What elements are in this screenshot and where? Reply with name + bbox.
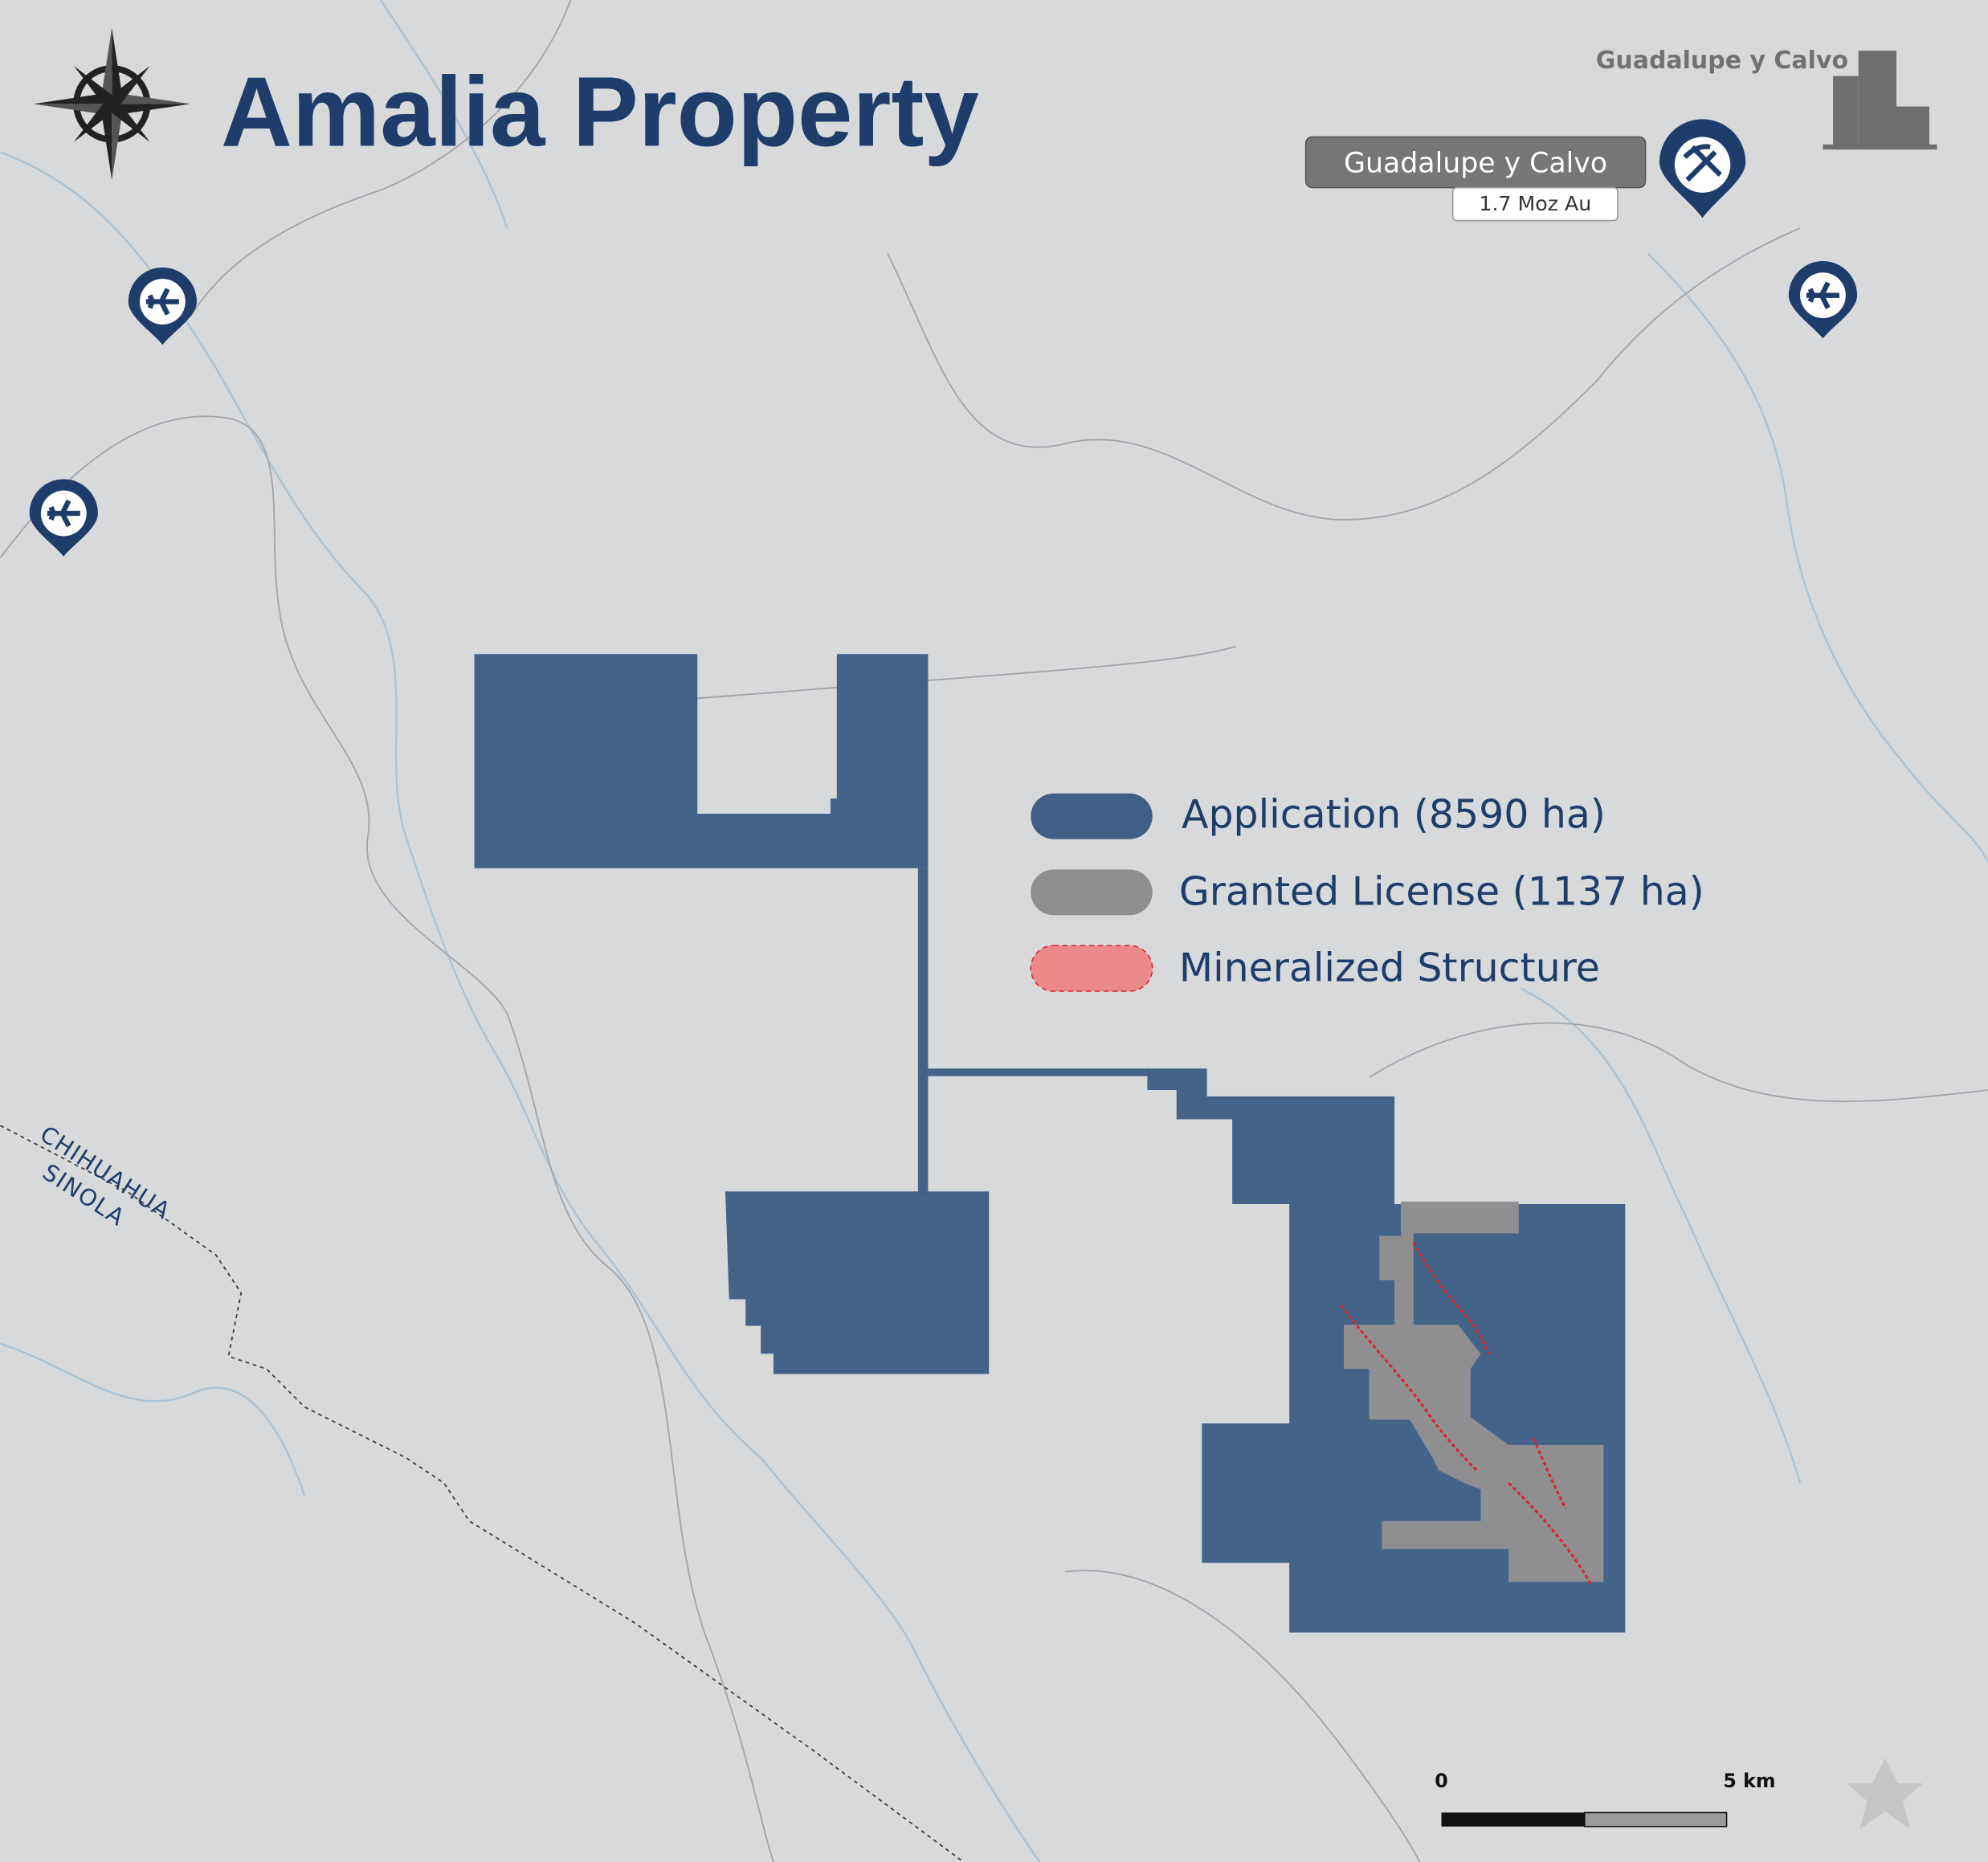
building — [1896, 106, 1930, 148]
structure — [1340, 1305, 1478, 1472]
river — [0, 1342, 306, 1497]
claim-corridor — [917, 868, 929, 1194]
road — [1064, 1570, 1421, 1862]
mine-label: Guadalupe y Calvo — [1344, 148, 1607, 180]
plane-icon — [145, 288, 179, 316]
road — [0, 415, 774, 1862]
airport-pin — [29, 479, 98, 557]
river — [1647, 252, 1988, 863]
claim-block — [474, 654, 929, 868]
map-title: Amalia Property — [221, 57, 979, 167]
legend-label: Application (8590 ha) — [1182, 791, 1606, 837]
logo — [1847, 1758, 1924, 1829]
river — [1521, 987, 1802, 1484]
legend-swatch — [1031, 793, 1153, 839]
compass-star — [33, 27, 191, 181]
mine-pin — [1659, 119, 1746, 218]
legend-label: Granted License (1137 ha) — [1179, 869, 1704, 915]
structure — [1533, 1438, 1567, 1509]
airport-pin — [1788, 261, 1858, 339]
legend: Application (8590 ha) Granted License (1… — [1030, 791, 1704, 992]
logo-mark — [1847, 1758, 1924, 1829]
airport-pin — [128, 267, 197, 345]
road — [190, 0, 572, 317]
legend-swatch — [1030, 945, 1153, 992]
compass-star — [73, 66, 150, 142]
building — [1858, 51, 1896, 148]
river — [379, 0, 508, 229]
city-icon — [1823, 51, 1937, 150]
claim-block — [725, 1191, 990, 1374]
structure — [1508, 1482, 1593, 1586]
building — [1833, 76, 1859, 148]
scale-segment — [1584, 1811, 1728, 1827]
scale-bar: 0 5 km — [1435, 1770, 1775, 1827]
airports — [29, 261, 1858, 557]
road — [1369, 1022, 1988, 1103]
ground — [1823, 144, 1937, 150]
plane-icon — [1806, 281, 1839, 309]
claim-corridor — [928, 1068, 1150, 1076]
legend-swatch — [1031, 869, 1153, 916]
scale-label: 0 — [1435, 1770, 1447, 1792]
river — [0, 151, 1041, 1862]
mine-resource-box — [1451, 186, 1619, 222]
mine-resource: 1.7 Moz Au — [1479, 192, 1591, 215]
city-label: Guadalupe y Calvo — [1596, 47, 1848, 75]
mineralized-structures — [1340, 1241, 1593, 1586]
mine-icon — [1683, 144, 1722, 182]
legend-label: Mineralized Structure — [1179, 945, 1600, 990]
plane-icon — [47, 499, 80, 528]
road — [887, 227, 1801, 521]
state-border — [0, 1125, 965, 1862]
structure — [1412, 1241, 1491, 1354]
scale-segment — [1441, 1812, 1585, 1827]
scale-label: 5 km — [1723, 1770, 1775, 1792]
compass — [33, 27, 191, 181]
granted-license — [1344, 1201, 1604, 1582]
